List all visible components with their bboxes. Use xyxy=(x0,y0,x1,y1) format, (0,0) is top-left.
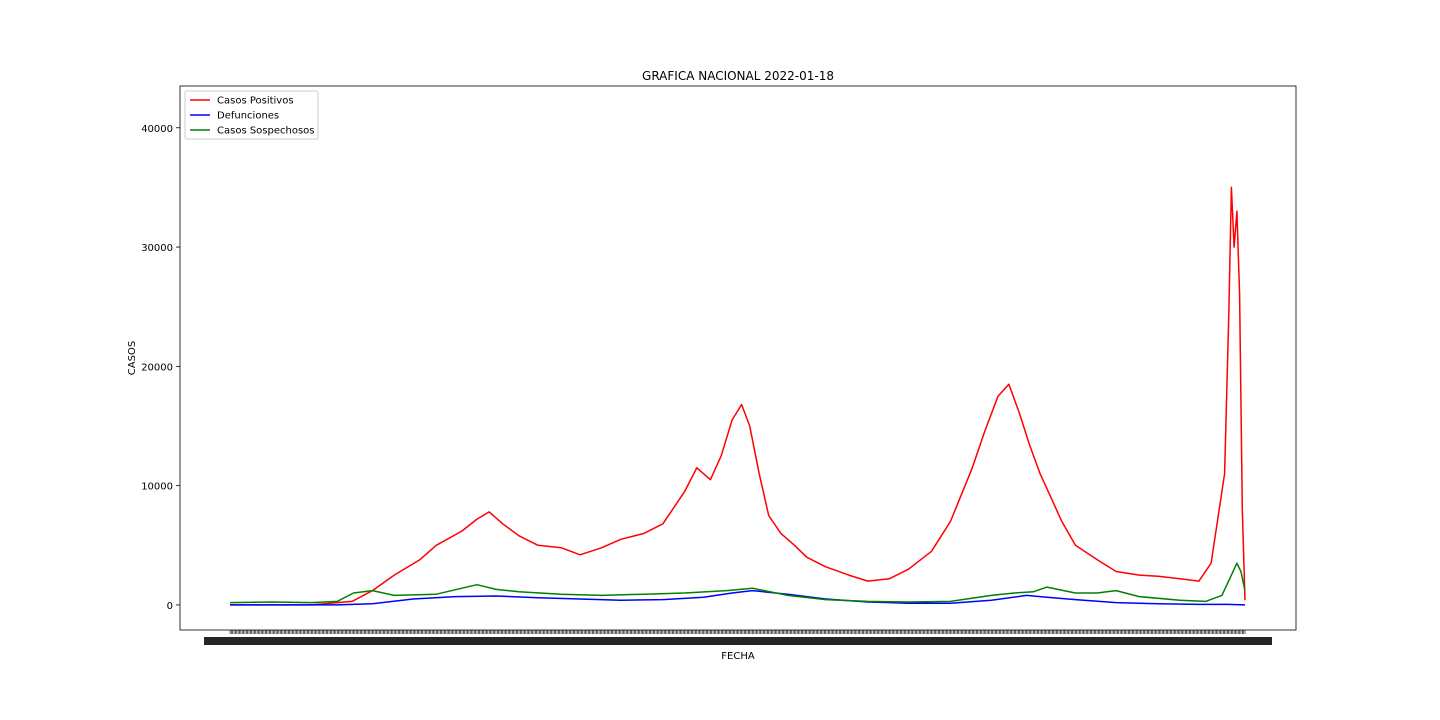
x-axis xyxy=(204,630,1272,645)
series-line-2 xyxy=(229,562,1246,604)
legend-label-0: Casos Positivos xyxy=(217,96,294,107)
x-ticks xyxy=(229,630,1246,634)
legend-label-2: Casos Sospechosos xyxy=(217,126,315,137)
plot-lines xyxy=(229,186,1246,606)
series-line-0 xyxy=(230,186,1246,606)
y-tick-label: 40000 xyxy=(141,124,173,135)
y-tick-label: 20000 xyxy=(141,362,173,373)
y-tick-label: 30000 xyxy=(141,243,173,254)
legend-box xyxy=(184,90,319,140)
x-axis-label: FECHA xyxy=(721,651,755,662)
y-axis: 0 10000 20000 30000 40000 xyxy=(141,124,180,612)
legend-label-1: Defunciones xyxy=(217,111,279,122)
x-tick-labels-overlap xyxy=(204,637,1272,645)
y-tick-label: 10000 xyxy=(141,482,173,493)
legend: Casos Positivos Defunciones Casos Sospecho… xyxy=(184,90,319,140)
plot-frame xyxy=(179,85,1297,631)
chart-title: GRAFICA NACIONAL 2022-01-18 xyxy=(642,69,834,83)
series-line-1 xyxy=(230,589,1246,606)
y-axis-label: CASOS xyxy=(127,341,138,375)
y-tick-label: 0 xyxy=(167,601,173,612)
